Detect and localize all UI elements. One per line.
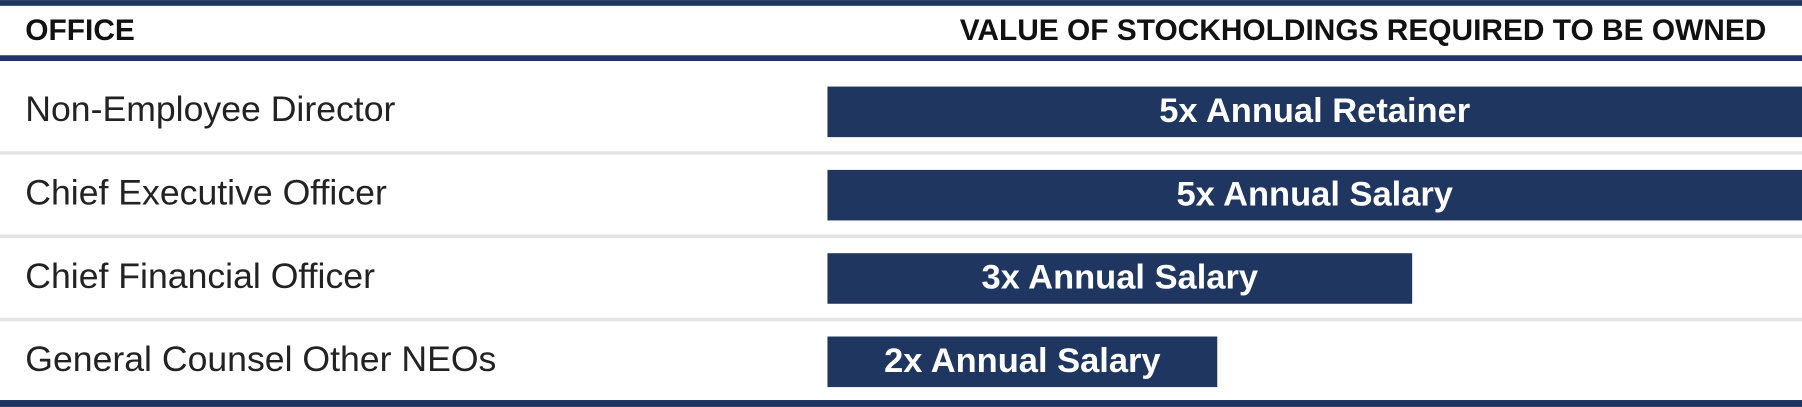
bar-label: 2x Annual Salary [884, 342, 1161, 380]
bar [827, 86, 1802, 138]
category-header: OFFICE [25, 14, 135, 47]
bar-label: 5x Annual Salary [1176, 175, 1453, 213]
bar [827, 336, 1218, 388]
bar [827, 169, 1802, 221]
row-separator [0, 317, 1802, 322]
row-label: Chief Financial Officer [25, 256, 375, 296]
bottom-rule [0, 400, 1802, 407]
row-separator [0, 151, 1802, 155]
row-separator [0, 234, 1802, 238]
value-header: VALUE OF STOCKHOLDINGS REQUIRED TO BE OW… [960, 14, 1767, 47]
top-rule [0, 0, 1802, 6]
row-label: Non-Employee Director [25, 89, 395, 129]
bar-label: 5x Annual Retainer [1159, 92, 1470, 130]
bar-label: 3x Annual Salary [982, 259, 1259, 297]
bar [827, 253, 1413, 304]
row-label: General Counsel Other NEOs [25, 339, 496, 379]
header-rule [0, 55, 1802, 61]
row-label: Chief Executive Officer [25, 173, 387, 213]
